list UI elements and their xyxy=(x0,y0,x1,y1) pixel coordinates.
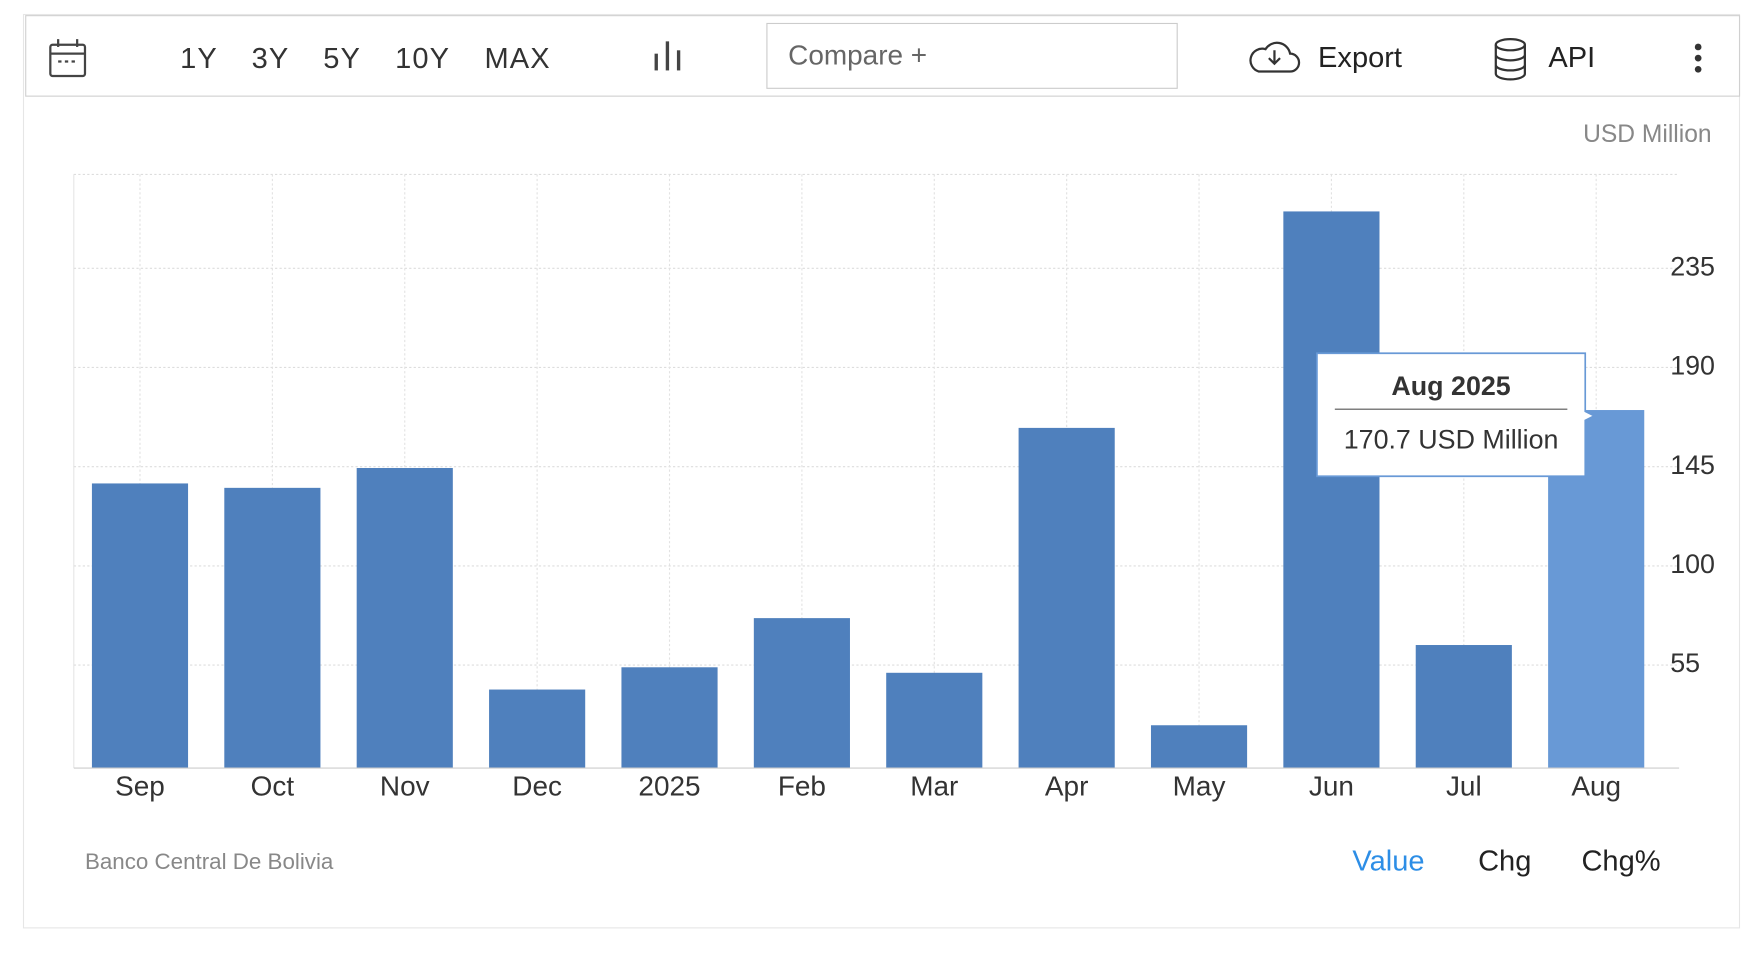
compare-box[interactable] xyxy=(766,22,1178,89)
api-button[interactable]: API xyxy=(1548,42,1595,74)
x-tick-label: Aug xyxy=(1571,771,1621,802)
compare-input[interactable]: Compare + xyxy=(788,39,927,70)
range-button[interactable]: MAX xyxy=(484,43,550,75)
x-tick-label: Jul xyxy=(1446,771,1482,802)
view-tab[interactable]: Value xyxy=(1352,846,1424,878)
bar xyxy=(91,483,189,769)
tooltip-box xyxy=(1316,352,1597,478)
y-tick-label: 190 xyxy=(1670,351,1715,381)
api-icon[interactable] xyxy=(1494,38,1526,81)
unit-label: USD Million xyxy=(1583,121,1711,148)
x-tick-label: 2025 xyxy=(638,771,700,802)
x-tick-label: May xyxy=(1173,771,1226,802)
bar xyxy=(1150,725,1248,769)
bar xyxy=(753,618,850,769)
x-tick-label: Feb xyxy=(778,771,826,802)
x-tick-label: Jun xyxy=(1309,771,1354,802)
x-tick-label: Sep xyxy=(115,771,165,802)
bar xyxy=(489,689,586,769)
source: Banco Central De Bolivia xyxy=(85,849,334,874)
range-button[interactable]: 5Y xyxy=(323,43,361,75)
view-tab[interactable]: Chg% xyxy=(1581,846,1660,878)
bar xyxy=(886,672,983,769)
x-tick-label: Nov xyxy=(380,771,430,802)
x-tick-label: Oct xyxy=(251,771,295,802)
range-button[interactable]: 3Y xyxy=(252,43,290,75)
y-tick-label: 100 xyxy=(1670,549,1715,579)
y-tick-label: 55 xyxy=(1670,648,1700,678)
chart-type-icon[interactable] xyxy=(654,41,681,71)
menu-icon[interactable] xyxy=(1694,43,1702,73)
bar xyxy=(621,667,718,769)
range-button[interactable]: 1Y xyxy=(180,43,218,75)
x-tick-label: Mar xyxy=(910,771,958,802)
view-tab[interactable]: Chg xyxy=(1478,846,1531,878)
export-button[interactable]: Export xyxy=(1318,42,1402,74)
bar xyxy=(224,487,321,769)
tooltip: Aug 2025 170.7 USD Million xyxy=(1316,352,1597,478)
bar xyxy=(1018,427,1115,769)
calendar-icon[interactable] xyxy=(49,39,87,78)
export-icon[interactable] xyxy=(1249,41,1301,73)
y-tick-label: 235 xyxy=(1670,251,1715,281)
range-button[interactable]: 10Y xyxy=(395,43,450,75)
bar xyxy=(1415,645,1512,769)
y-tick-label: 145 xyxy=(1670,450,1715,480)
bar xyxy=(356,468,453,769)
bar xyxy=(1283,211,1380,769)
x-tick-label: Dec xyxy=(512,771,562,802)
tooltip-title: Aug 2025 xyxy=(1391,371,1510,401)
x-tick-label: Apr xyxy=(1045,771,1088,802)
tooltip-text: 170.7 USD Million xyxy=(1344,425,1559,455)
